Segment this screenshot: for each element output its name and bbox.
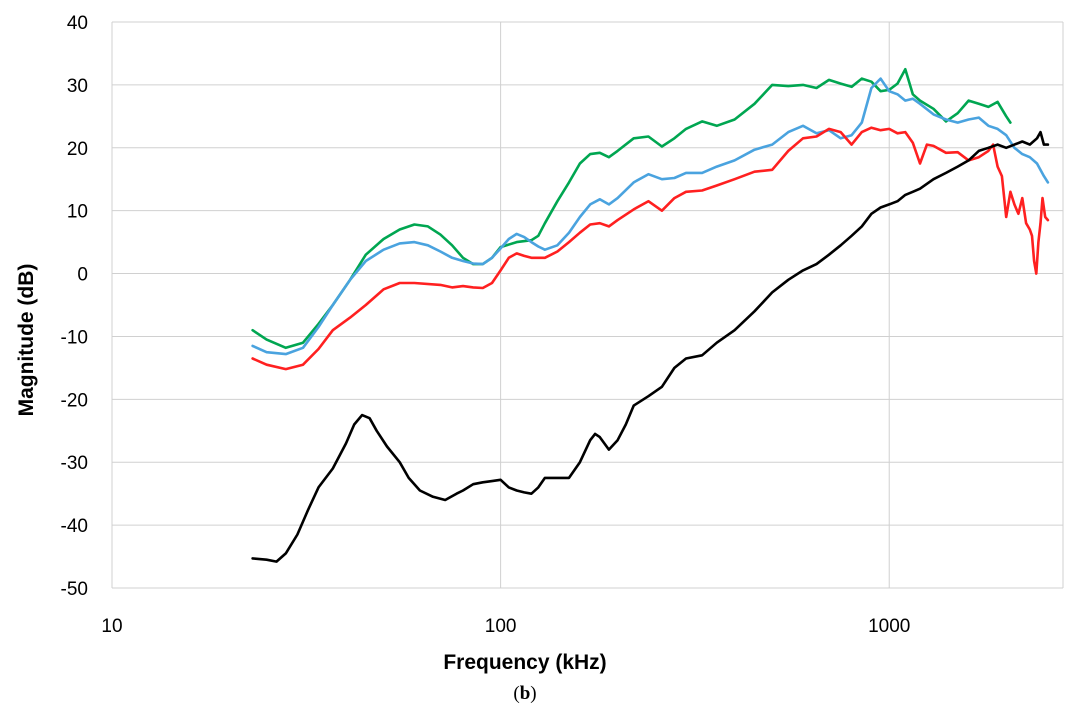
figure-caption: (b)	[513, 683, 536, 704]
y-tick-label: 10	[67, 202, 88, 223]
y-tick-label: 30	[67, 76, 88, 97]
y-tick-label: -20	[61, 390, 88, 411]
x-tick-label: 1000	[868, 616, 910, 637]
x-axis-title: Frequency (kHz)	[443, 651, 606, 674]
grid-layer	[112, 22, 1063, 588]
y-tick-label: 40	[67, 13, 88, 34]
caption-letter: b	[520, 683, 531, 704]
series-line-2	[253, 79, 1048, 355]
x-tick-label: 10	[101, 616, 122, 637]
y-tick-label: -50	[61, 579, 88, 600]
y-tick-labels: -50 -40 -30 -20 -10 0 10 20 30 40	[61, 13, 88, 600]
series-line-4	[253, 132, 1048, 561]
caption-close-paren: )	[530, 683, 536, 704]
y-tick-label: -10	[61, 327, 88, 348]
y-tick-label: 20	[67, 139, 88, 160]
y-tick-label: 0	[77, 265, 88, 286]
series-layer	[253, 69, 1048, 561]
x-tick-labels: 10 100 1000	[101, 616, 910, 637]
y-tick-label: -30	[61, 453, 88, 474]
y-axis-title: Magnitude (dB)	[15, 264, 38, 417]
x-tick-label: 100	[485, 616, 517, 637]
y-tick-label: -40	[61, 516, 88, 537]
